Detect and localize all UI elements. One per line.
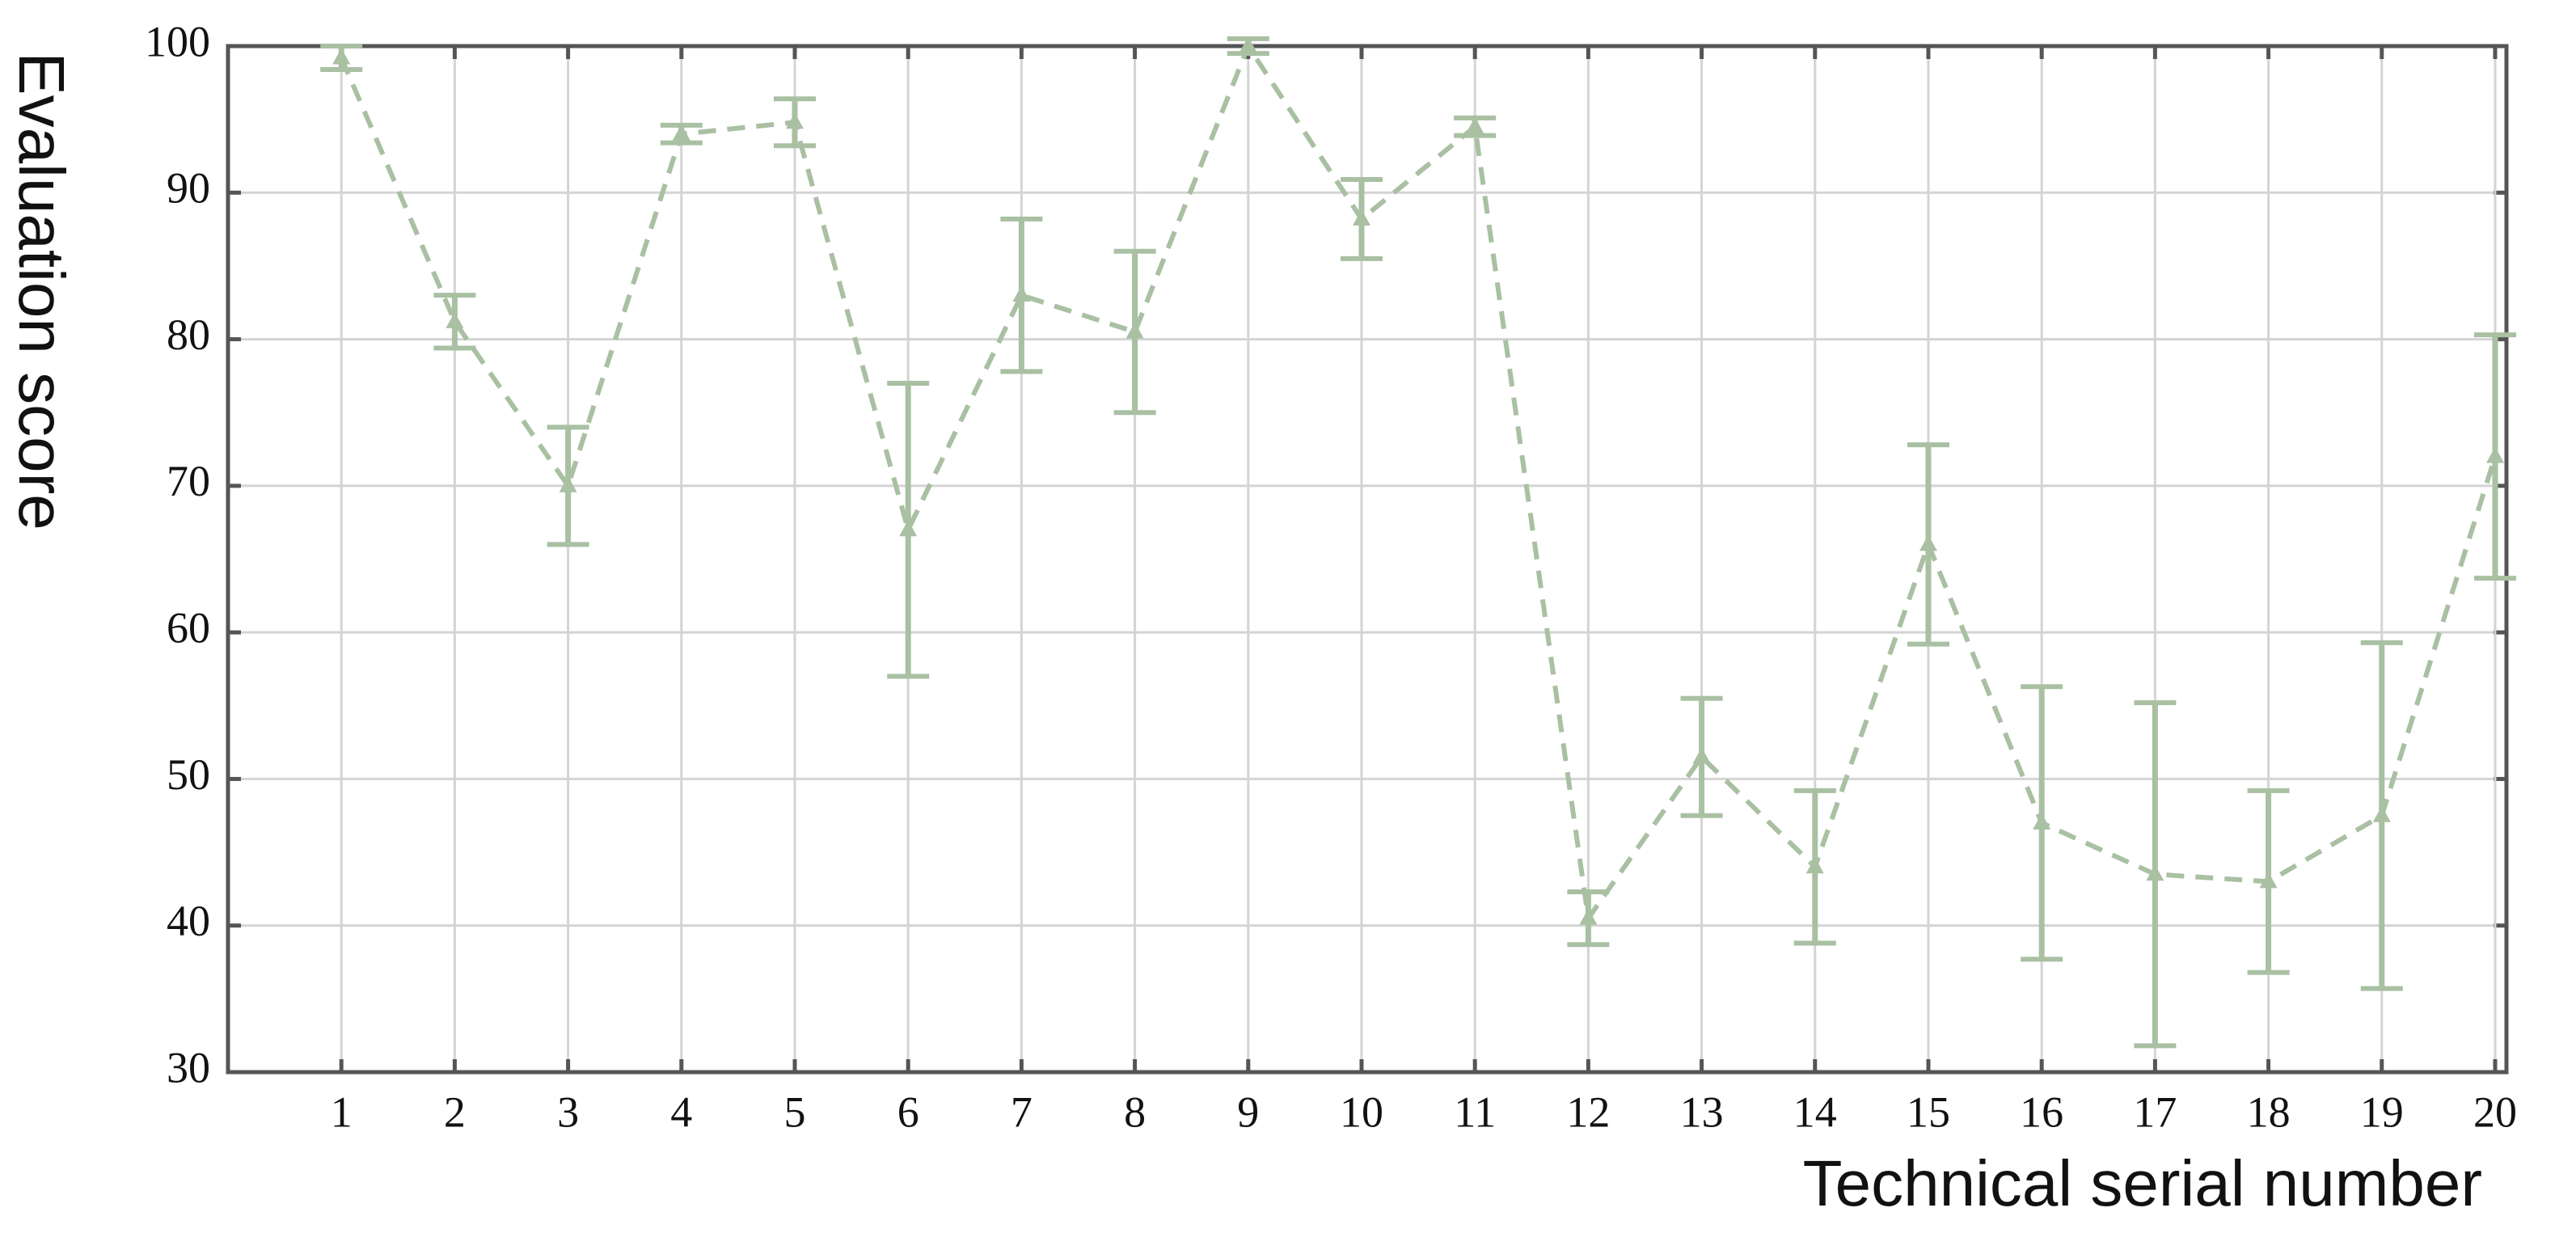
point-marker bbox=[332, 48, 351, 65]
point-marker bbox=[1125, 322, 1144, 339]
x-tick-label: 2 bbox=[444, 1087, 466, 1136]
x-tick-label: 4 bbox=[670, 1087, 692, 1136]
x-tick-label: 12 bbox=[1566, 1087, 1610, 1136]
y-tick-label: 30 bbox=[167, 1043, 210, 1092]
x-tick-label: 13 bbox=[1680, 1087, 1724, 1136]
point-marker bbox=[1919, 534, 1937, 551]
x-tick-label: 18 bbox=[2247, 1087, 2291, 1136]
point-marker bbox=[2485, 446, 2504, 463]
x-tick-label: 10 bbox=[1340, 1087, 1383, 1136]
x-tick-label: 11 bbox=[1454, 1087, 1496, 1136]
x-tick-label: 8 bbox=[1124, 1087, 1146, 1136]
point-marker bbox=[785, 112, 804, 129]
x-tick-label: 15 bbox=[1907, 1087, 1950, 1136]
y-tick-label: 70 bbox=[167, 457, 210, 505]
x-tick-label: 3 bbox=[557, 1087, 579, 1136]
point-marker bbox=[1466, 116, 1484, 133]
x-tick-label: 17 bbox=[2133, 1087, 2177, 1136]
point-marker bbox=[2372, 805, 2391, 822]
y-tick-label: 50 bbox=[167, 750, 210, 799]
point-marker bbox=[559, 475, 577, 492]
point-marker bbox=[1805, 857, 1824, 874]
y-tick-label: 60 bbox=[167, 604, 210, 652]
y-tick-label: 90 bbox=[167, 164, 210, 213]
point-marker bbox=[2033, 813, 2051, 830]
y-tick-label: 100 bbox=[145, 17, 210, 65]
point-marker bbox=[2259, 872, 2278, 889]
point-marker bbox=[1012, 285, 1031, 302]
point-marker bbox=[1579, 908, 1598, 925]
y-tick-label: 80 bbox=[167, 310, 210, 359]
point-marker bbox=[1352, 209, 1370, 226]
x-tick-label: 20 bbox=[2473, 1087, 2517, 1136]
y-axis-label: Evaluation score bbox=[6, 52, 78, 530]
point-marker bbox=[672, 124, 690, 141]
x-tick-label: 1 bbox=[331, 1087, 353, 1136]
point-marker bbox=[446, 311, 464, 328]
point-marker bbox=[1692, 747, 1711, 764]
x-tick-label: 7 bbox=[1011, 1087, 1033, 1136]
x-tick-label: 9 bbox=[1237, 1087, 1259, 1136]
y-tick-label: 40 bbox=[167, 897, 210, 945]
plot-frame bbox=[226, 44, 2509, 1075]
x-tick-label: 19 bbox=[2360, 1087, 2404, 1136]
point-marker bbox=[2146, 864, 2164, 881]
data-line bbox=[339, 40, 2498, 925]
x-tick-label: 14 bbox=[1793, 1087, 1837, 1136]
x-tick-label: 5 bbox=[783, 1087, 805, 1136]
x-axis-label: Technical serial number bbox=[1803, 1147, 2482, 1219]
x-tick-label: 16 bbox=[2020, 1087, 2063, 1136]
x-tick-label: 6 bbox=[897, 1087, 919, 1136]
point-marker bbox=[1239, 36, 1257, 53]
point-marker bbox=[899, 520, 918, 537]
